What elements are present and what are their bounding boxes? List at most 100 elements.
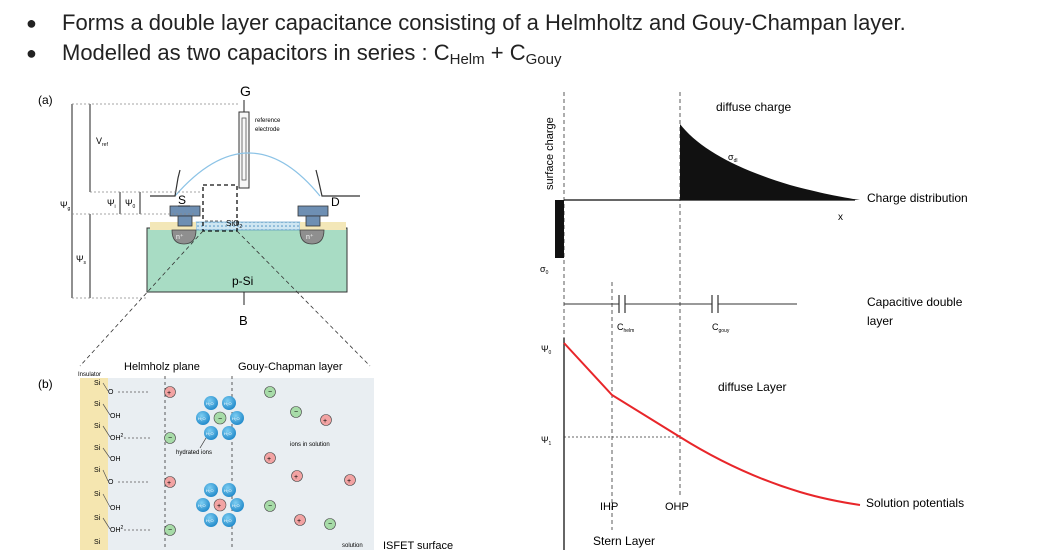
positive-ion [264,452,276,464]
si-atom: Si [94,423,101,430]
water-molecule [222,483,236,497]
water-molecule [196,498,210,512]
surface-groups: Si O Si OH Si OH2 Si OH Si O Si OH Si OH… [94,380,124,546]
capacitive-label-1: Capacitive double [867,295,963,309]
water-molecule [204,426,218,440]
bullet-2: ● Modelled as two capacitors in series :… [18,38,1028,68]
bullet-list: ● Forms a double layer capacitance consi… [18,8,1028,68]
helmholtz-plane-label: Helmholz plane [124,361,200,373]
panel-a: (a) G reference electrode p-Si n⁺ n⁺ S D [38,83,371,367]
n-plus-left [171,229,197,245]
c-gouy-label: Cgouy [712,322,730,334]
psi-0-label: Ψ0 [125,198,136,210]
bulk-label: B [239,313,248,328]
sio2-layer [195,221,301,231]
psi-1-plot-label: Ψ1 [541,435,552,447]
oh2-group: OH2 [110,525,124,534]
water-label: H₂O [206,488,214,493]
bullet-dot: ● [26,43,37,63]
stern-layer-label: Stern Layer [593,534,655,548]
water-molecule [204,513,218,527]
electrode-inner [241,117,247,181]
o-group: O [108,479,114,486]
water-label: H₂O [224,518,232,523]
water-label: H₂O [198,416,206,421]
helmholtz-ions: + − + − [164,386,176,536]
solution-ions: − − + + + + − + − [264,386,356,530]
psi-i-label: Ψi [107,198,116,210]
water-label: H₂O [206,431,214,436]
water-label: H₂O [224,431,232,436]
diffuse-charge-area [680,124,860,200]
water-label: H₂O [224,401,232,406]
negative-ion-sign: − [168,527,172,534]
charge-distribution-label: Charge distribution [867,191,968,205]
bullet-2-plus: + C [484,40,526,65]
capacitive-label-2: layer [867,314,893,328]
negative-ion [324,518,336,530]
oh2-group: OH2 [110,433,124,442]
svg-text:−: − [268,389,272,396]
svg-text:+: + [347,478,351,485]
wall-left [150,169,181,197]
vref-label: Vref [96,136,108,148]
zoom-line-right [236,230,371,367]
ref-electrode-label-2: electrode [255,127,280,133]
ions-in-solution-label: ions in solution [290,442,330,448]
psi-0-plot-label: Ψ0 [541,344,552,356]
gate-label: G [240,83,251,99]
sigma-0-label: σ0 [540,264,549,276]
drain-label: D [331,195,340,209]
negative-ion [164,524,176,536]
si-atom: Si [94,467,101,474]
water-molecule [204,483,218,497]
insulator-label: Insulator [78,372,101,378]
positive-ion [344,474,356,486]
water-molecule [222,426,236,440]
positive-ion [213,498,227,512]
positive-ion-sign: + [217,503,221,510]
svg-text:−: − [294,409,298,416]
psi-g-label: Ψg [60,200,71,212]
svg-text:+: + [323,418,327,425]
svg-text:+: + [294,474,298,481]
water-molecule [204,396,218,410]
surface-charge-bar [555,200,564,258]
svg-text:−: − [328,521,332,528]
si-atom: Si [94,539,101,546]
negative-ion [264,500,276,512]
positive-ion [320,414,332,426]
oxide-right [300,222,346,230]
diffuse-charge-label: diffuse charge [716,100,791,114]
ihp-label: IHP [600,501,618,513]
zoom-box [202,184,238,232]
oxide-left [150,222,196,230]
source-contact-stem [177,215,193,227]
oh-group: OH [110,456,121,463]
water-label: H₂O [232,503,240,508]
c-helm-label: Chelm [617,322,634,334]
drain-contact [297,205,329,217]
si-atom: Si [94,401,101,408]
negative-ion [213,411,227,425]
negative-ion [264,386,276,398]
ref-electrode-label-1: reference [255,118,281,124]
wall-right [315,169,360,197]
negative-ion-sign: − [168,435,172,442]
si-atom: Si [94,515,101,522]
water-label: H₂O [198,503,206,508]
water-molecule [230,411,244,425]
panel-a-label: (a) [38,93,53,107]
reference-electrode [238,111,250,189]
psi-s-label: Ψs [76,254,87,266]
water-molecule [196,411,210,425]
panel-c: surface charge σ0 diffuse charge σdl x C… [540,92,968,550]
c-helm-subscript: Helm [449,51,485,68]
panel-b-label: (b) [38,377,53,391]
zoom-line-left [79,230,204,367]
si-atom: Si [94,380,101,387]
drain-contact-stem [305,215,321,227]
positive-ion-sign: + [167,390,171,397]
water-label: H₂O [232,416,240,421]
